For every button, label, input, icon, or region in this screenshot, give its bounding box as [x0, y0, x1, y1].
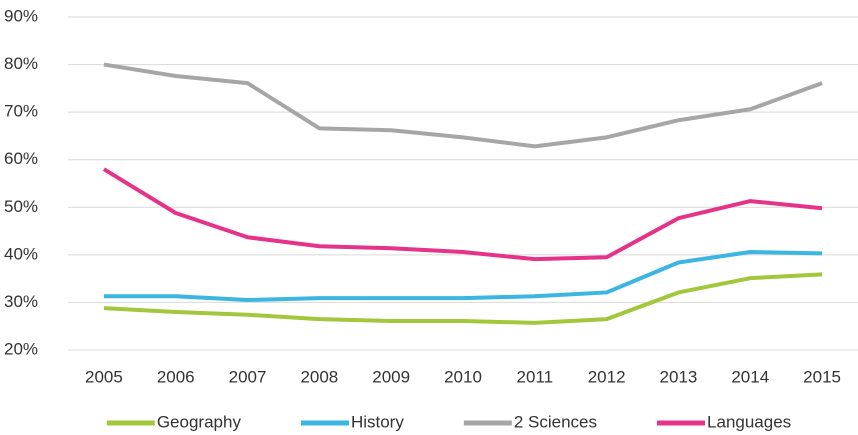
series-line — [103, 250, 823, 303]
x-tick-label: 2005 — [85, 367, 123, 386]
series-line — [102, 167, 823, 262]
y-tick-label: 90% — [4, 6, 38, 25]
y-tick-label: 30% — [4, 292, 38, 311]
x-tick-label: 2015 — [803, 367, 841, 386]
x-tick-label: 2011 — [517, 367, 554, 386]
series-line — [103, 272, 823, 325]
y-tick-label: 20% — [4, 339, 38, 358]
y-tick-label: 40% — [4, 244, 38, 263]
legend-label: Geography — [157, 412, 242, 431]
legend-label: History — [351, 412, 404, 431]
legend-label: 2 Sciences — [514, 412, 597, 431]
x-tick-label: 2006 — [157, 367, 195, 386]
x-tick-label: 2007 — [229, 367, 267, 386]
series-line — [103, 62, 823, 149]
y-tick-label: 80% — [4, 54, 38, 73]
x-tick-label: 2014 — [731, 367, 769, 386]
x-tick-label: 2010 — [444, 367, 482, 386]
y-tick-label: 50% — [4, 197, 38, 216]
y-tick-label: 60% — [4, 149, 38, 168]
x-tick-label: 2009 — [372, 367, 410, 386]
x-tick-label: 2013 — [660, 367, 698, 386]
x-tick-label: 2012 — [588, 367, 626, 386]
legend-label: Languages — [707, 412, 791, 431]
y-tick-label: 70% — [4, 102, 38, 121]
x-tick-label: 2008 — [300, 367, 338, 386]
